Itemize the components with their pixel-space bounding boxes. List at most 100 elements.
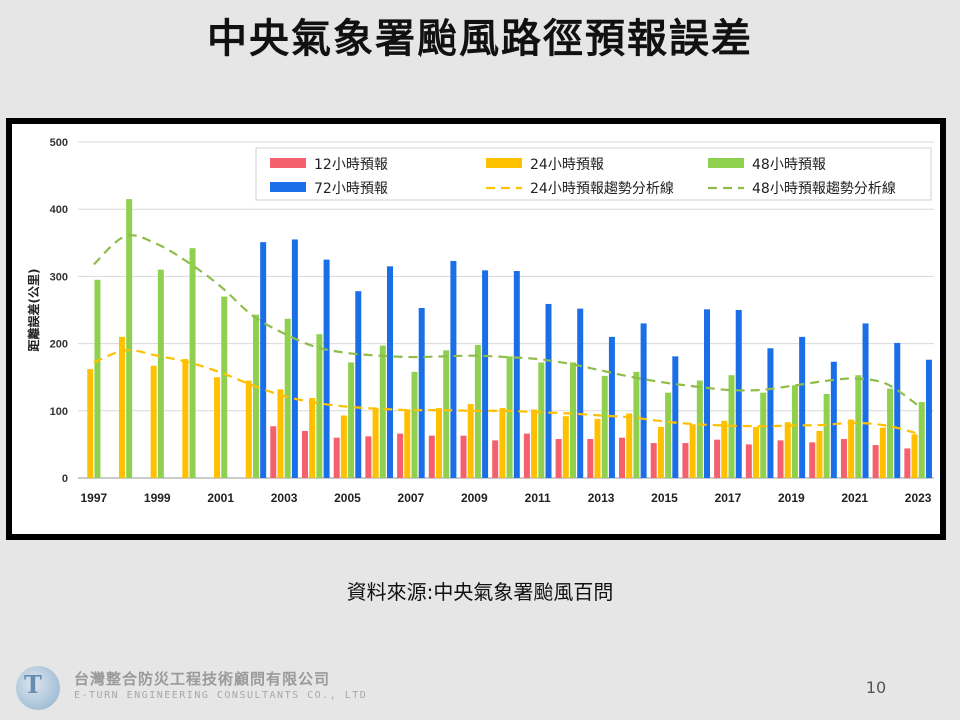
bar-12小時預報-2011 [523, 433, 530, 478]
bar-48小時預報-2010 [506, 356, 513, 478]
bar-72小時預報-2020 [830, 361, 837, 478]
legend-label: 48小時預報趨勢分析線 [752, 181, 896, 197]
x-tick-label: 2001 [207, 491, 234, 505]
bar-24小時預報-2005 [340, 415, 347, 478]
bar-12小時預報-2017 [714, 439, 721, 478]
x-tick-label: 2003 [271, 491, 298, 505]
bar-12小時預報-2012 [555, 439, 562, 478]
bar-24小時預報-2008 [435, 408, 442, 478]
bar-48小時預報-2013 [601, 375, 608, 478]
bar-24小時預報-2022 [879, 427, 886, 478]
x-tick-label: 2005 [334, 491, 361, 505]
bar-24小時預報-2001 [214, 377, 221, 478]
bar-12小時預報-2018 [745, 444, 752, 478]
bar-24小時預報-2003 [277, 389, 284, 478]
trend-line-1 [93, 234, 919, 407]
y-axis-label: 距離誤差(公里) [26, 269, 41, 352]
bar-48小時預報-2005 [348, 362, 355, 478]
forecast-error-chart: 0 100 200 300 400 500 距離誤差(公里) 1997 1999 2001 2003… [26, 137, 934, 505]
bar-12小時預報-2007 [397, 433, 404, 478]
bar-48小時預報-2002 [252, 314, 259, 478]
bar-48小時預報-2001 [221, 296, 228, 478]
x-tick-label: 2021 [841, 491, 868, 505]
bar-72小時預報-2015 [672, 356, 679, 478]
x-tick-label: 2019 [778, 491, 805, 505]
bar-24小時預報-2010 [499, 408, 506, 478]
bar-72小時預報-2008 [450, 260, 457, 478]
y-tick-label: 200 [50, 339, 68, 351]
bar-24小時預報-2021 [848, 419, 855, 478]
bar-48小時預報-2016 [696, 380, 703, 478]
legend-box [255, 147, 932, 201]
logo-mark: T [24, 670, 42, 699]
x-tick-label: 2023 [905, 491, 932, 505]
legend-swatch [708, 158, 744, 168]
company-logo-icon: T [16, 666, 60, 710]
legend-swatch [270, 158, 306, 168]
y-tick-label: 0 [62, 473, 68, 485]
bar-24小時預報-2002 [245, 380, 252, 478]
bar-24小時預報-2014 [626, 413, 633, 478]
bar-72小時預報-2023 [925, 359, 932, 478]
trend-line-0 [93, 349, 919, 435]
bar-24小時預報-2013 [594, 418, 601, 478]
bar-24小時預報-2016 [689, 424, 696, 478]
x-tick-label: 2013 [588, 491, 615, 505]
chart-area: 0 100 200 300 400 500 距離誤差(公里) 1997 1999 2001 2003… [12, 124, 940, 534]
bar-12小時預報-2003 [270, 426, 277, 478]
bar-24小時預報-2023 [911, 434, 918, 478]
bar-72小時預報-2005 [355, 291, 362, 478]
bar-12小時預報-2009 [460, 435, 467, 478]
bar-48小時預報-2004 [316, 334, 323, 478]
bar-12小時預報-2006 [365, 436, 372, 478]
slide-title: 中央氣象署颱風路徑預報誤差 [207, 16, 753, 62]
company-footer: T 台灣整合防災工程技術顧問有限公司 E-TURN ENGINEERING CO… [16, 662, 436, 712]
bar-72小時預報-2007 [418, 307, 425, 478]
bar-24小時預報-2019 [784, 422, 791, 478]
y-tick-label: 400 [50, 204, 68, 216]
bar-12小時預報-2020 [809, 442, 816, 478]
bar-24小時預報-2007 [404, 409, 411, 478]
legend-label: 24小時預報趨勢分析線 [530, 181, 674, 197]
bar-72小時預報-2012 [577, 308, 584, 478]
bar-72小時預報-2017 [735, 310, 742, 478]
page-number: 10 [865, 678, 887, 697]
bar-72小時預報-2011 [545, 303, 552, 478]
bar-12小時預報-2010 [492, 440, 499, 478]
bar-72小時預報-2003 [291, 239, 298, 478]
bar-24小時預報-1998 [118, 336, 125, 478]
bar-48小時預報-2000 [189, 248, 196, 478]
x-tick-label: 1999 [144, 491, 171, 505]
bar-24小時預報-2011 [531, 409, 538, 478]
legend-swatch [486, 158, 522, 168]
x-tick-label: 2011 [525, 491, 551, 505]
bar-48小時預報-2019 [791, 385, 798, 478]
x-tick-label: 2017 [715, 491, 742, 505]
x-tick-label: 2015 [651, 491, 678, 505]
x-tick-label: 2009 [461, 491, 488, 505]
bar-24小時預報-2017 [721, 420, 728, 478]
bar-24小時預報-2015 [657, 426, 664, 478]
bar-72小時預報-2021 [862, 323, 869, 478]
bar-24小時預報-2020 [816, 430, 823, 478]
x-tick-label: 1997 [81, 491, 108, 505]
bar-24小時預報-2012 [562, 416, 569, 478]
bar-48小時預報-2023 [918, 402, 925, 478]
bar-48小時預報-2011 [538, 362, 545, 478]
bar-48小時預報-2022 [887, 388, 894, 478]
y-tick-label: 300 [50, 271, 68, 283]
bar-48小時預報-2020 [823, 394, 830, 478]
bar-24小時預報-2000 [182, 359, 189, 478]
bar-72小時預報-2013 [608, 336, 615, 478]
bar-24小時預報-2009 [467, 404, 474, 478]
legend-label: 24小時預報 [530, 157, 604, 173]
bar-72小時預報-2002 [260, 242, 267, 478]
bar-12小時預報-2022 [872, 445, 879, 478]
bar-12小時預報-2013 [587, 439, 594, 478]
bar-12小時預報-2015 [650, 443, 657, 478]
bar-48小時預報-2021 [855, 375, 862, 478]
legend-swatch [270, 182, 306, 192]
bar-72小時預報-2004 [323, 259, 330, 478]
bar-48小時預報-2014 [633, 371, 640, 478]
bar-48小時預報-2008 [443, 350, 450, 478]
